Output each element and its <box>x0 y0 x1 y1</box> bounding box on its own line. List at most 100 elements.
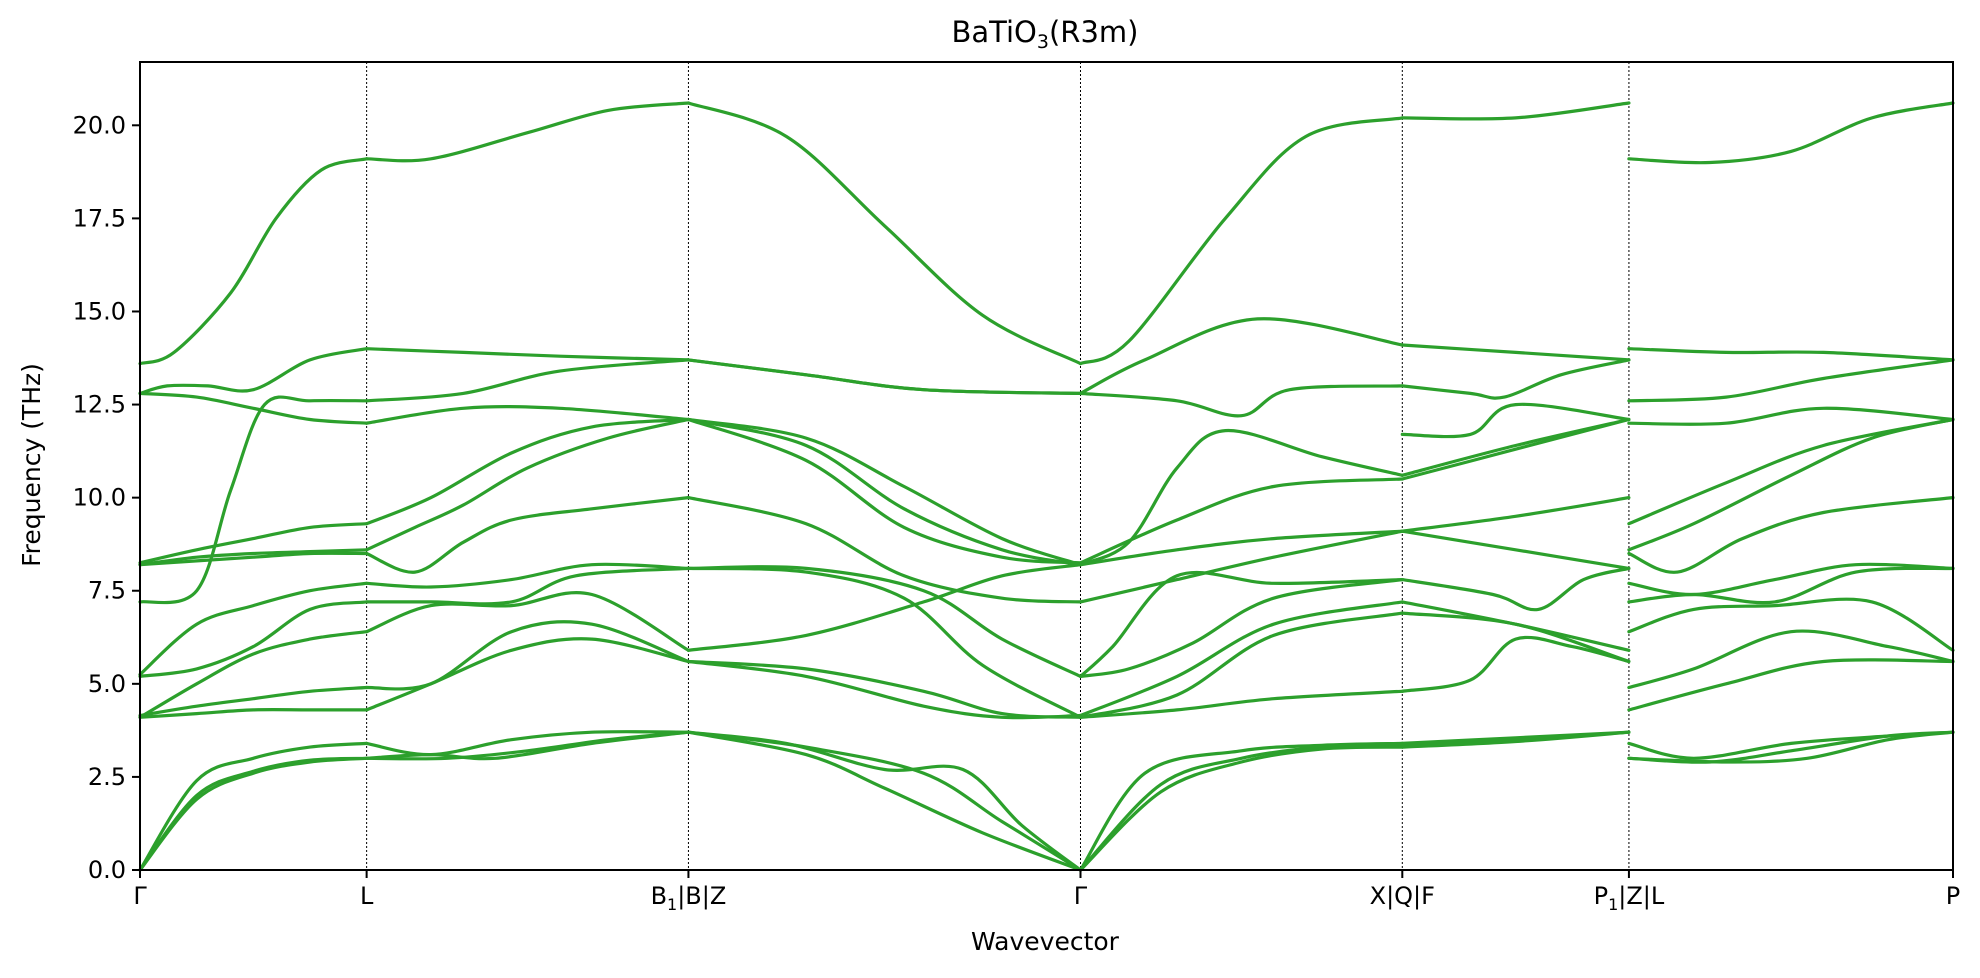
x-tick-label: L <box>360 882 374 910</box>
phonon-band-line <box>365 620 690 691</box>
phonon-band-line <box>1078 570 1404 678</box>
phonon-band-line <box>1400 600 1631 652</box>
phonon-band-line <box>1627 358 1955 403</box>
phonon-band-line <box>138 708 369 719</box>
phonon-band-line <box>365 496 690 574</box>
phonon-band-line <box>365 417 690 526</box>
phonon-band-line <box>138 630 369 719</box>
phonon-band-line <box>1078 600 1404 718</box>
x-tick-label: Γ <box>133 882 147 910</box>
phonon-band-line <box>1078 529 1404 604</box>
phonon-band-line <box>686 730 1083 872</box>
phonon-band-line <box>365 405 690 425</box>
phonon-band-line <box>1400 635 1631 693</box>
phonon-band-line <box>1627 417 1955 526</box>
phonon-band-line <box>1627 730 1955 760</box>
phonon-band-line <box>686 417 1083 567</box>
phonon-band-line <box>138 600 369 678</box>
phonon-band-line <box>1627 347 1955 362</box>
phonon-band-line <box>686 730 1083 872</box>
phonon-band-line <box>1400 730 1631 745</box>
y-tick-label: 17.5 <box>73 204 126 232</box>
phonon-band-line <box>138 395 369 605</box>
phonon-band-line <box>365 591 690 652</box>
y-tick-label: 5.0 <box>88 670 126 698</box>
phonon-band-line <box>1078 384 1404 418</box>
x-tick-label: P1|Z|L <box>1594 882 1665 914</box>
phonon-band-line <box>1400 101 1631 121</box>
phonon-band-line <box>138 551 369 567</box>
phonon-band-line <box>686 417 1083 567</box>
phonon-band-line <box>686 565 1083 678</box>
high-symmetry-dividers <box>366 62 1630 870</box>
y-tick-label: 2.5 <box>88 763 126 791</box>
phonon-band-line <box>365 637 690 712</box>
phonon-band-line <box>138 548 369 567</box>
y-axis-label: Frequency (THz) <box>17 363 46 567</box>
y-tick-label: 10.0 <box>73 484 126 512</box>
phonon-band-line <box>365 101 690 163</box>
phonon-band-line <box>686 417 1083 565</box>
phonon-band-line <box>1078 529 1404 567</box>
x-tick-label: X|Q|F <box>1370 882 1435 910</box>
plot-area: 0.0 2.5 5.0 7.5 10.0 12.5 15.0 17.5 20.0 Γ L B1|B|… <box>73 61 1960 914</box>
phonon-band-line <box>686 659 1083 719</box>
phonon-band-line <box>1078 741 1404 872</box>
x-axis: Γ L B1|B|Z Γ X|Q|F P1|Z|L P <box>133 870 1960 914</box>
phonon-band-line <box>365 730 690 761</box>
phonon-band-line <box>1627 658 1955 712</box>
phonon-band-line <box>1078 578 1404 678</box>
phonon-band-line <box>138 685 369 718</box>
phonon-band-line <box>1400 358 1631 400</box>
axes-frame <box>139 61 1954 871</box>
phonon-band-line <box>138 157 369 366</box>
phonon-band-line <box>365 358 690 403</box>
y-tick-label: 20.0 <box>73 111 126 139</box>
phonon-band-line <box>686 101 1083 366</box>
x-tick-label: B1|B|Z <box>651 882 727 914</box>
phonon-band-line <box>1078 745 1404 872</box>
phonon-band-line <box>1400 529 1631 570</box>
phonon-band-line <box>138 581 369 677</box>
phonon-band-line <box>138 347 369 395</box>
phonon-band-line <box>1627 597 1955 652</box>
phonon-band-line <box>138 522 369 565</box>
phonon-band-line <box>686 659 1083 720</box>
y-tick-label: 7.5 <box>88 577 126 605</box>
phonon-band-line <box>1078 116 1404 366</box>
phonon-band-line <box>138 741 369 872</box>
y-axis: 0.0 2.5 5.0 7.5 10.0 12.5 15.0 17.5 20.0 <box>73 111 140 884</box>
phonon-band-line <box>686 496 1083 604</box>
phonon-band-line <box>1627 566 1955 605</box>
chart-title: BaTiO3(R3m) <box>952 15 1139 53</box>
y-tick-label: 0.0 <box>88 856 126 884</box>
y-tick-label: 12.5 <box>73 391 126 419</box>
phonon-band-line <box>1627 629 1955 690</box>
phonon-band-line <box>365 562 690 589</box>
phonon-band-line <box>365 347 690 362</box>
phonon-band-line <box>1400 566 1631 612</box>
x-axis-label: Wavevector <box>971 927 1120 956</box>
y-tick-label: 15.0 <box>73 297 126 325</box>
phonon-band-line <box>365 417 690 552</box>
phonon-band-line <box>1078 611 1404 719</box>
phonon-band-line <box>138 391 369 425</box>
phonon-band-line <box>686 566 1083 719</box>
phonon-band-line <box>1400 343 1631 362</box>
phonon-band-line <box>1400 496 1631 533</box>
phonon-bands <box>138 101 1955 872</box>
phonon-band-line <box>1400 417 1631 481</box>
phonon-band-line <box>1400 402 1631 439</box>
x-tick-label: Γ <box>1074 882 1088 910</box>
phonon-band-line <box>1078 317 1404 395</box>
phonon-band-line <box>1078 689 1404 719</box>
phonon-band-line <box>1627 496 1955 574</box>
phonon-band-line <box>686 358 1083 395</box>
phonon-band-line <box>1627 101 1955 165</box>
phonon-band-line <box>365 730 690 757</box>
phonon-band-line <box>365 566 690 606</box>
phonon-band-line <box>138 756 369 872</box>
x-tick-label: P <box>1946 882 1960 910</box>
phonon-band-line <box>1627 562 1955 597</box>
